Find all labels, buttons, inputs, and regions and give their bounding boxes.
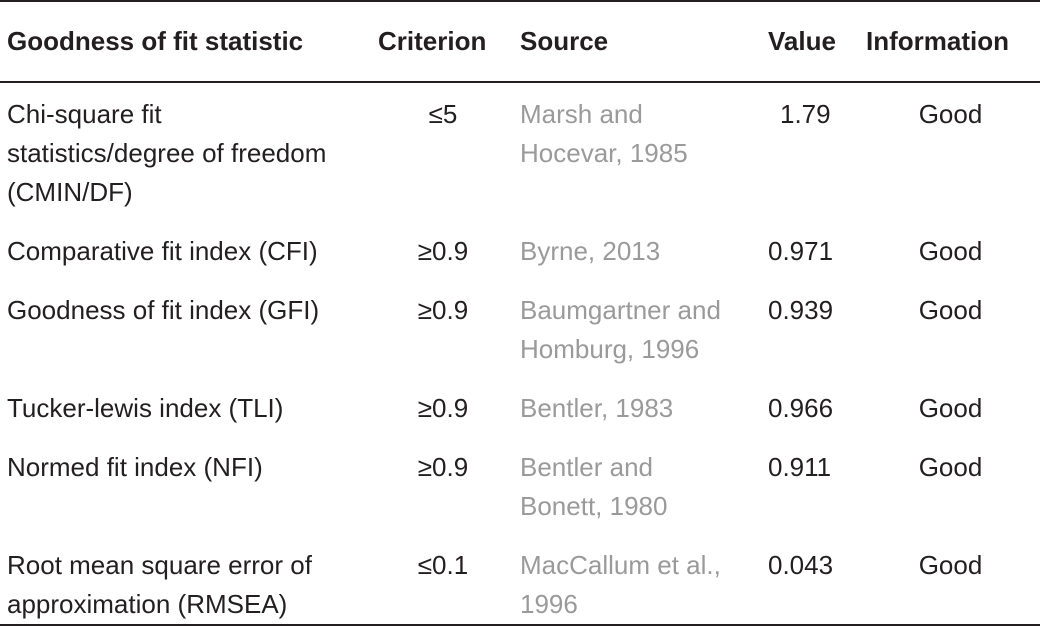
table-header: Goodness of fit statistic Criterion Sour… xyxy=(0,0,1040,83)
statistic-cell: Tucker-lewis index (TLI) xyxy=(7,393,284,423)
value-cell: 0.971 xyxy=(768,236,834,266)
table-row: Root mean square error of approximation … xyxy=(0,534,1040,626)
source-cell: Byrne, 2013 xyxy=(520,236,661,266)
header-information: Information xyxy=(861,0,1040,83)
information-cell: Good xyxy=(918,99,983,129)
information-cell: Good xyxy=(918,295,983,325)
header-criterion: Criterion xyxy=(373,0,513,83)
value-cell: 0.939 xyxy=(768,295,834,325)
table-row: Tucker-lewis index (TLI) ≥0.9 Bentler, 1… xyxy=(0,377,1040,436)
information-cell: Good xyxy=(918,393,983,423)
table-row: Comparative fit index (CFI) ≥0.9 Byrne, … xyxy=(0,220,1040,279)
source-cell: Bentler and Bonett, 1980 xyxy=(520,452,668,521)
criterion-cell: ≥0.9 xyxy=(417,236,469,266)
statistic-cell: Normed fit index (NFI) xyxy=(7,452,263,482)
statistic-cell: Comparative fit index (CFI) xyxy=(7,236,318,266)
information-cell: Good xyxy=(918,452,983,482)
source-cell: Marsh and Hocevar, 1985 xyxy=(520,99,688,168)
header-source: Source xyxy=(513,0,758,83)
table-body: Chi-square fit statistics/degree of free… xyxy=(0,82,1040,626)
information-cell: Good xyxy=(918,236,983,266)
criterion-cell: ≥0.9 xyxy=(417,452,469,482)
criterion-cell: ≤5 xyxy=(428,99,458,129)
value-cell: 0.911 xyxy=(768,452,832,482)
value-cell: 1.79 xyxy=(780,99,831,129)
statistic-cell: Chi-square fit statistics/degree of free… xyxy=(7,99,327,207)
criterion-cell: ≤0.1 xyxy=(373,534,513,626)
source-cell: Baumgartner and Homburg, 1996 xyxy=(520,295,721,364)
information-cell: Good xyxy=(861,534,1040,626)
source-cell: MacCallum et al., 1996 xyxy=(513,534,758,626)
statistic-cell: Goodness of fit index (GFI) xyxy=(7,295,320,325)
table-row: Goodness of fit index (GFI) ≥0.9 Baumgar… xyxy=(0,279,1040,377)
statistic-cell: Root mean square error of approximation … xyxy=(0,534,373,626)
criterion-cell: ≥0.9 xyxy=(417,393,469,423)
source-cell: Bentler, 1983 xyxy=(520,393,674,423)
criterion-cell: ≥0.9 xyxy=(417,295,469,325)
header-row: Goodness of fit statistic Criterion Sour… xyxy=(0,0,1040,83)
value-cell: 0.966 xyxy=(768,393,834,423)
value-cell: 0.043 xyxy=(758,534,861,626)
header-statistic: Goodness of fit statistic xyxy=(0,0,373,83)
table-row: Chi-square fit statistics/degree of free… xyxy=(0,82,1040,220)
table-row: Normed fit index (NFI) ≥0.9 Bentler and … xyxy=(0,436,1040,534)
header-value: Value xyxy=(758,0,861,83)
